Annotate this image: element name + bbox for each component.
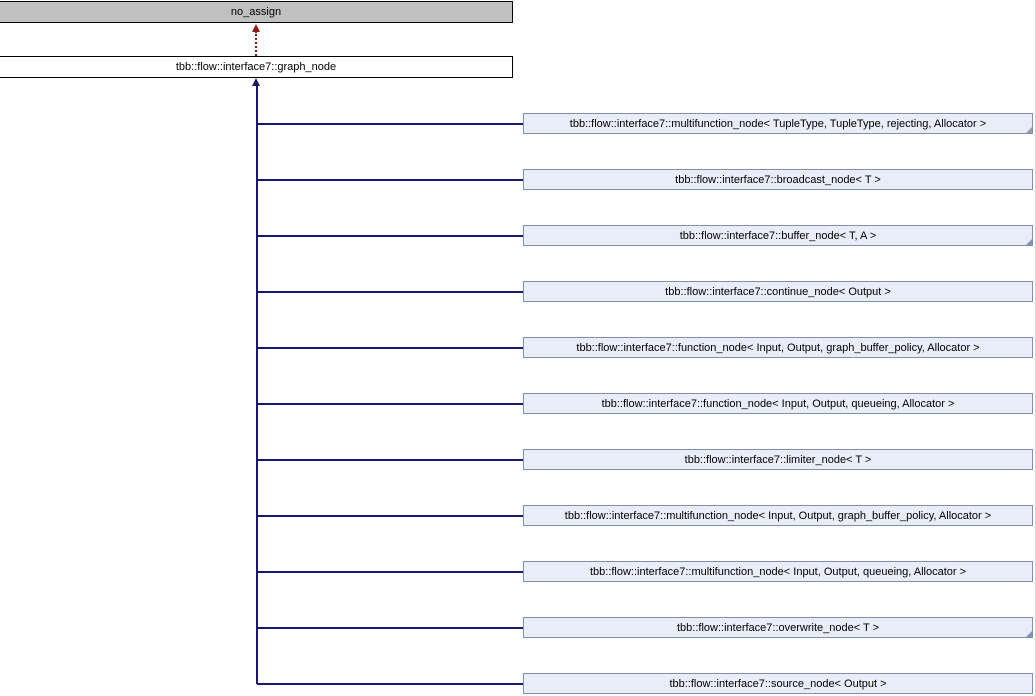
derived-class-node[interactable]: tbb::flow::interface7::limiter_node< T > — [523, 449, 1033, 470]
inheritance-branch-edge — [257, 627, 523, 629]
inheritance-arrowhead — [252, 78, 260, 86]
inheritance-branch-edge — [257, 123, 523, 125]
derived-class-label: tbb::flow::interface7::function_node< In… — [601, 397, 955, 410]
private-inheritance-edge — [255, 31, 257, 56]
derived-class-label: tbb::flow::interface7::limiter_node< T > — [684, 453, 872, 466]
derived-class-label: tbb::flow::interface7::buffer_node< T, A… — [679, 229, 877, 242]
inheritance-branch-edge — [257, 515, 523, 517]
derived-class-label: tbb::flow::interface7::function_node< In… — [576, 341, 980, 354]
class-node-label: no_assign — [230, 6, 282, 18]
private-inheritance-arrowhead — [252, 24, 260, 32]
derived-class-label: tbb::flow::interface7::multifunction_nod… — [569, 117, 987, 130]
inheritance-branch-edge — [257, 235, 523, 237]
inheritance-branch-edge — [257, 459, 523, 461]
derived-class-node[interactable]: tbb::flow::interface7::continue_node< Ou… — [523, 281, 1033, 302]
inheritance-branch-edge — [257, 291, 523, 293]
derived-class-node[interactable]: tbb::flow::interface7::function_node< In… — [523, 393, 1033, 414]
inheritance-branch-edge — [257, 403, 523, 405]
derived-class-node[interactable]: tbb::flow::interface7::buffer_node< T, A… — [523, 225, 1033, 246]
inheritance-branch-edge — [257, 571, 523, 573]
derived-class-label: tbb::flow::interface7::multifunction_nod… — [589, 565, 967, 578]
inheritance-branch-edge — [257, 347, 523, 349]
class-node-no-assign: no_assign — [0, 1, 513, 23]
class-node-graph-node: tbb::flow::interface7::graph_node — [0, 56, 513, 78]
derived-class-node[interactable]: tbb::flow::interface7::overwrite_node< T… — [523, 617, 1033, 638]
inheritance-branch-edge — [257, 683, 523, 685]
derived-class-node[interactable]: tbb::flow::interface7::multifunction_nod… — [523, 561, 1033, 582]
derived-class-node[interactable]: tbb::flow::interface7::source_node< Outp… — [523, 673, 1033, 694]
derived-class-label: tbb::flow::interface7::broadcast_node< T… — [675, 173, 881, 186]
derived-class-label: tbb::flow::interface7::overwrite_node< T… — [677, 621, 879, 634]
class-node-label: tbb::flow::interface7::graph_node — [175, 61, 337, 73]
derived-class-node[interactable]: tbb::flow::interface7::multifunction_nod… — [523, 505, 1033, 526]
derived-class-node[interactable]: tbb::flow::interface7::broadcast_node< T… — [523, 169, 1033, 190]
inheritance-trunk-edge — [256, 86, 258, 684]
derived-class-label: tbb::flow::interface7::continue_node< Ou… — [665, 285, 891, 298]
derived-class-label: tbb::flow::interface7::source_node< Outp… — [669, 677, 887, 690]
derived-class-node[interactable]: tbb::flow::interface7::function_node< In… — [523, 337, 1033, 358]
derived-class-label: tbb::flow::interface7::multifunction_nod… — [564, 509, 992, 522]
derived-class-node[interactable]: tbb::flow::interface7::multifunction_nod… — [523, 113, 1033, 134]
inheritance-branch-edge — [257, 179, 523, 181]
